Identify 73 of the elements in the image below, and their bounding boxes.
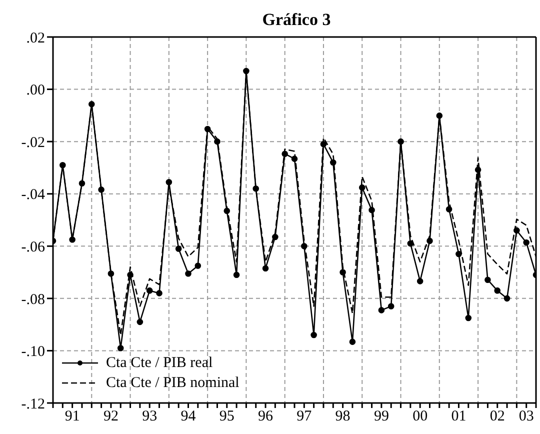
legend-label: Cta Cte / PIB real (106, 354, 213, 373)
x-tick-label: 97 (296, 408, 312, 425)
point (320, 141, 327, 148)
point (272, 234, 278, 240)
point (514, 227, 520, 234)
point (446, 206, 452, 212)
point (252, 185, 260, 192)
point (214, 138, 220, 145)
point (69, 236, 76, 243)
point (368, 206, 375, 214)
point (117, 344, 124, 352)
x-tick-label: 95 (219, 408, 234, 425)
point (456, 250, 462, 258)
point (301, 242, 308, 250)
point (378, 307, 385, 314)
point (127, 272, 134, 278)
chart-title: Gráfico 3 (261, 9, 332, 31)
y-tick-label: -.02 (21, 134, 45, 151)
x-tick-label: 92 (103, 408, 118, 425)
legend-label: Cta Cte / PIB nominal (106, 374, 240, 393)
point (282, 150, 288, 158)
point (494, 287, 501, 294)
x-tick-label: 93 (142, 408, 158, 425)
point (426, 238, 433, 244)
point (349, 338, 356, 345)
x-tick-label: 02 (490, 408, 505, 425)
y-tick-label: .02 (26, 30, 45, 46)
y-tick-label: -.04 (21, 187, 46, 204)
y-tick-label: -.08 (21, 292, 45, 308)
point (291, 156, 298, 162)
x-tick-label: 94 (180, 408, 196, 425)
point (60, 162, 66, 168)
point (136, 318, 144, 326)
x-tick-label: 91 (64, 408, 80, 425)
point (204, 126, 211, 132)
x-tick-label: 99 (374, 408, 389, 425)
point (504, 295, 510, 302)
point (156, 290, 162, 296)
point (407, 240, 414, 247)
point (166, 178, 172, 186)
point (262, 265, 269, 272)
point (310, 332, 317, 338)
point (340, 269, 346, 276)
point (78, 180, 86, 187)
point (146, 287, 153, 294)
y-tick-label: -.12 (21, 396, 45, 412)
point (185, 270, 192, 277)
point (388, 303, 394, 310)
x-tick-label: 03 (518, 408, 534, 425)
point (465, 314, 472, 322)
x-tick-label: 00 (412, 408, 428, 425)
point (523, 239, 530, 246)
point (436, 112, 443, 119)
point (243, 68, 250, 74)
point (98, 186, 104, 193)
y-tick-label: -.06 (21, 239, 46, 256)
point (416, 278, 424, 284)
point (358, 184, 366, 191)
point (175, 246, 182, 252)
point (474, 166, 482, 173)
point (88, 101, 95, 108)
x-tick-label: 01 (451, 408, 466, 425)
x-tick-label: 98 (335, 408, 350, 425)
point (233, 272, 240, 278)
point (194, 262, 202, 269)
point (224, 208, 230, 214)
y-tick-label: -.10 (21, 344, 45, 360)
point (330, 159, 336, 166)
x-tick-label: 96 (258, 408, 274, 425)
point (398, 138, 404, 145)
y-tick-label: .00 (26, 82, 45, 99)
point (108, 270, 114, 277)
point (484, 276, 491, 284)
